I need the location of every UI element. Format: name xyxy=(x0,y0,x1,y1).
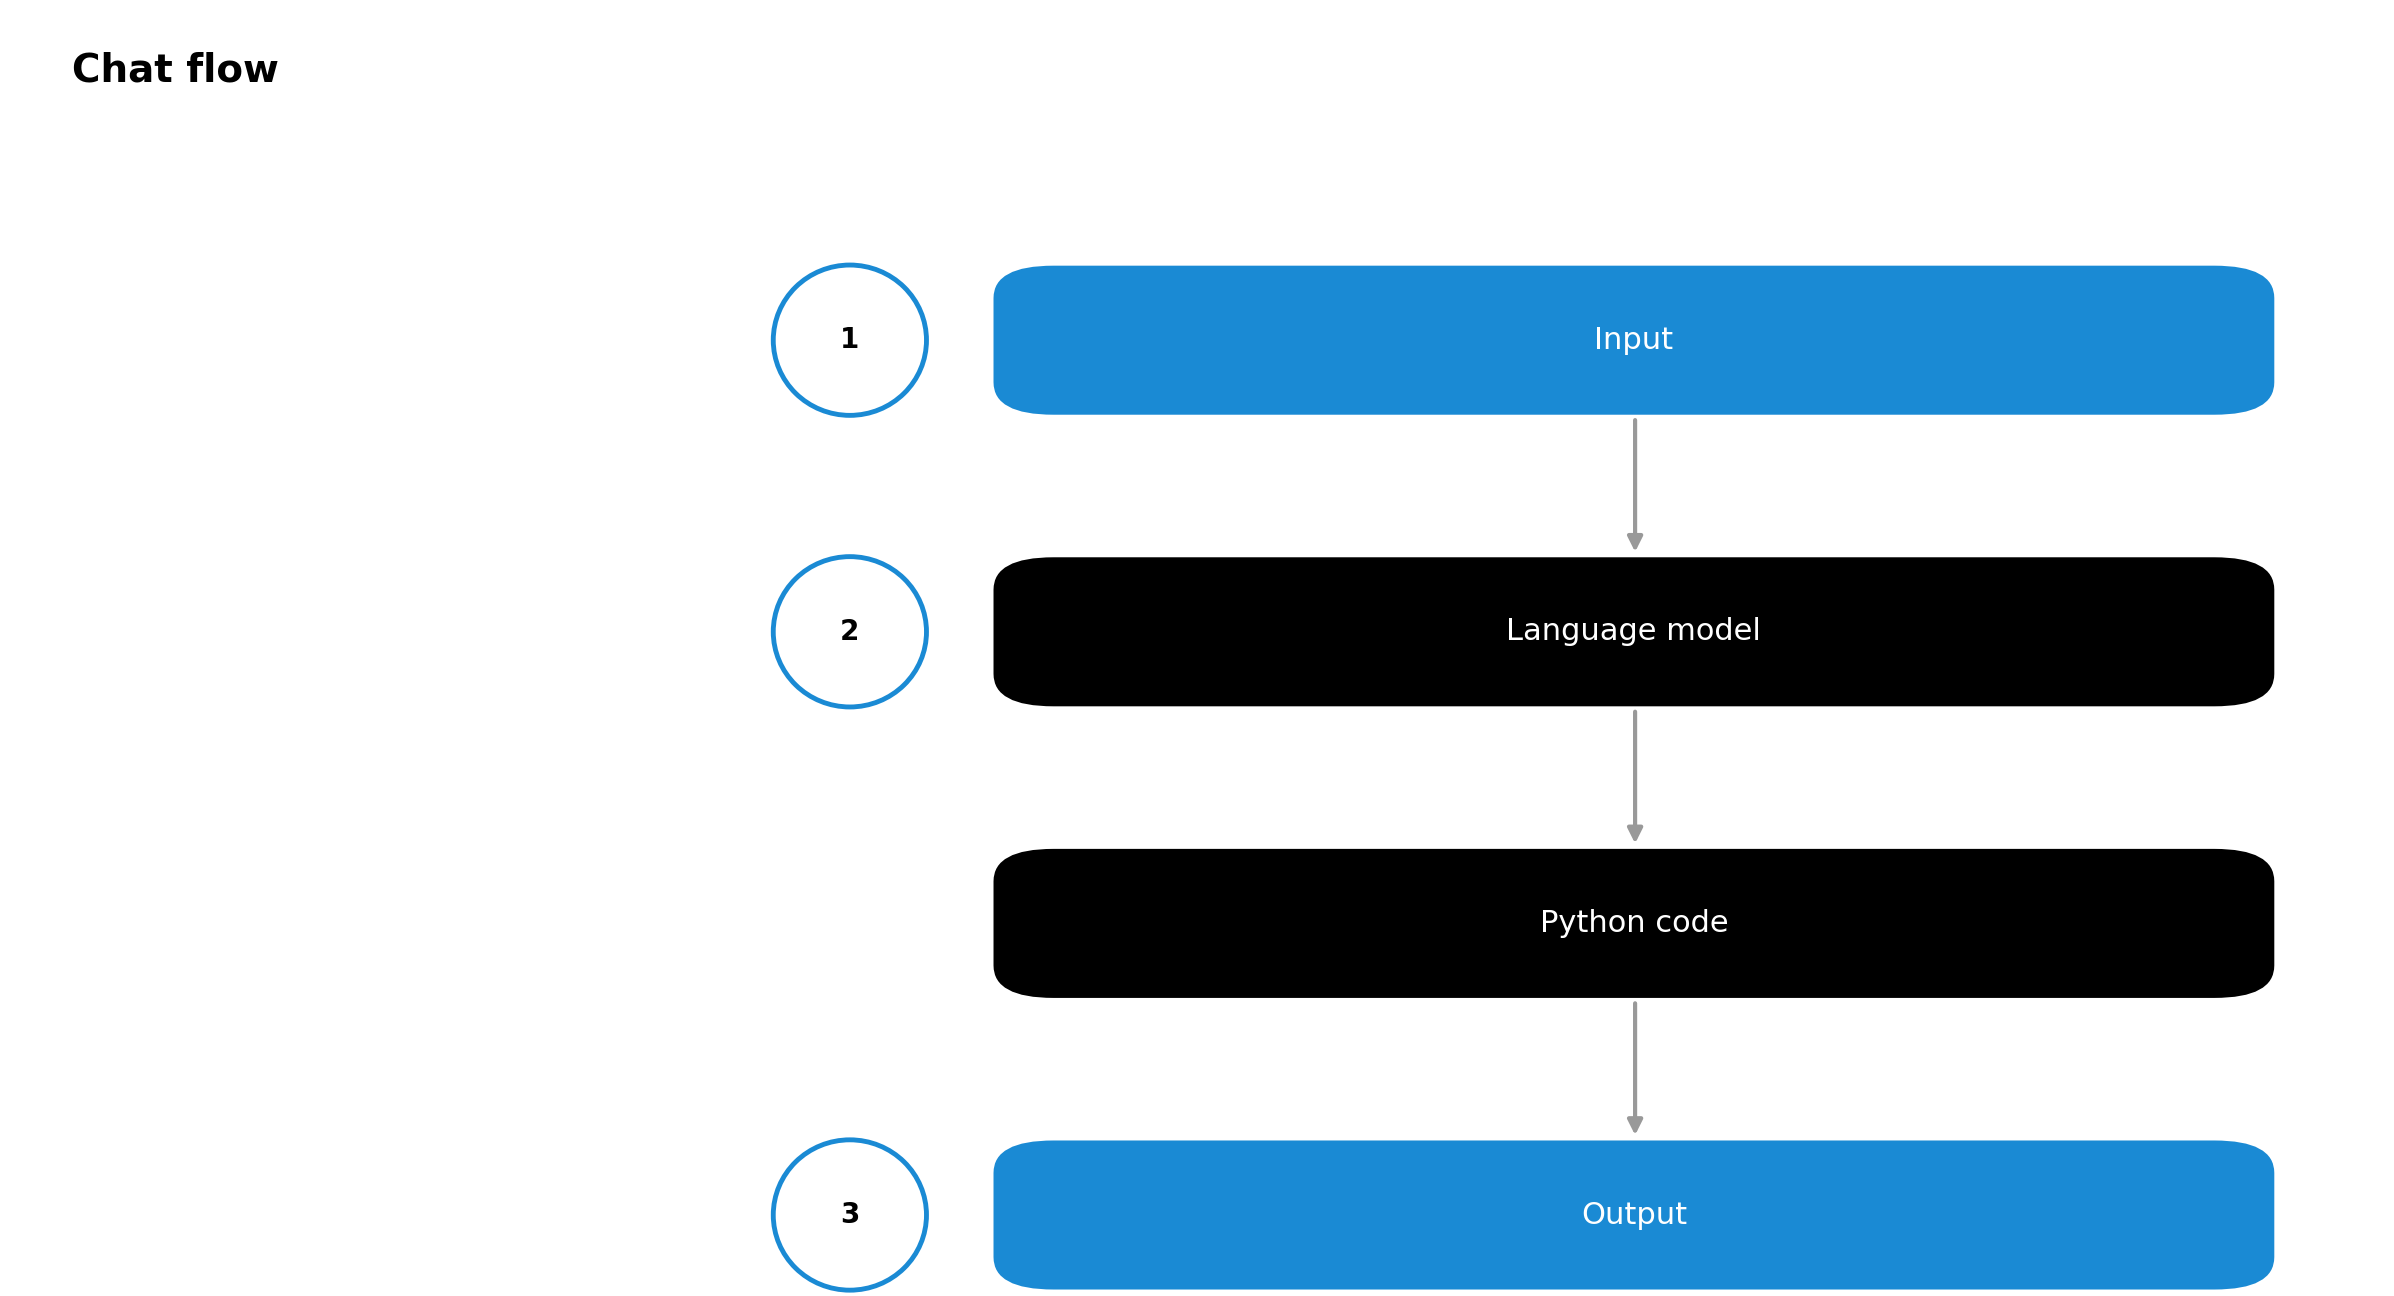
Text: 2: 2 xyxy=(840,618,859,645)
FancyBboxPatch shape xyxy=(994,849,2274,998)
Text: Language model: Language model xyxy=(1506,617,1762,647)
Text: 1: 1 xyxy=(840,327,859,354)
Text: 3: 3 xyxy=(840,1201,859,1229)
Ellipse shape xyxy=(773,1140,926,1291)
FancyBboxPatch shape xyxy=(994,1140,2274,1290)
FancyBboxPatch shape xyxy=(994,266,2274,415)
Ellipse shape xyxy=(773,557,926,708)
Ellipse shape xyxy=(773,266,926,415)
Text: Python code: Python code xyxy=(1539,908,1728,938)
Text: Input: Input xyxy=(1594,325,1673,355)
Text: Chat flow: Chat flow xyxy=(72,52,278,89)
FancyBboxPatch shape xyxy=(994,557,2274,706)
Text: Output: Output xyxy=(1580,1200,1688,1230)
